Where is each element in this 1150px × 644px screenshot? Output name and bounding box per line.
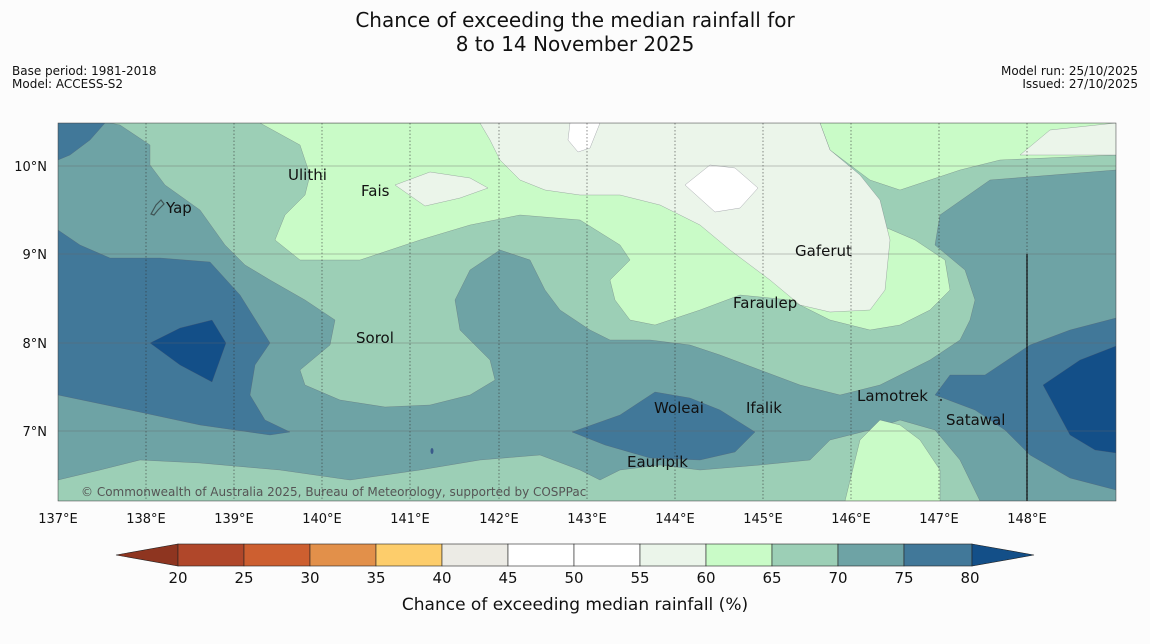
lon-tick-139: 139°E [214,512,254,527]
cb-tick-30: 30 [300,569,319,587]
region-55-60-west [394,171,489,207]
cb-tick-60: 60 [696,569,715,587]
region-50-55-north [567,123,601,153]
place-labels: Yap Ulithi Fais Gaferut Faraulep Sorol L… [165,166,1005,471]
lon-tick-138: 138°E [126,512,166,527]
model-name: Model: ACCESS-S2 [12,77,124,91]
colorbar-label: Chance of exceeding median rainfall (%) [402,595,748,615]
lon-tick-140: 140°E [302,512,342,527]
label-sorol: Sorol [356,329,394,347]
atoll-dot [940,399,942,401]
base-period: Base period: 1981-2018 [12,64,157,78]
label-fais: Fais [361,182,390,200]
colorbar-65-70 [771,543,839,567]
colorbar-above-80 [971,543,1035,567]
label-yap: Yap [165,199,192,217]
lat-ticks: 10°N 9°N 8°N 7°N [14,160,47,440]
title-line-1: Chance of exceeding the median rainfall … [355,8,795,32]
copyright-text: © Commonwealth of Australia 2025, Bureau… [81,485,586,499]
lon-tick-144: 144°E [655,512,695,527]
cb-tick-80: 80 [960,569,979,587]
meta-right: Model run: 25/10/2025 Issued: 27/10/2025 [1001,65,1138,91]
region-50-55 [684,164,759,213]
colorbar-50-55 [573,543,641,567]
colorbar-25-30 [243,543,311,567]
cb-tick-40: 40 [432,569,451,587]
cb-tick-20: 20 [168,569,187,587]
yap-island [150,199,165,216]
lat-gridlines [58,165,1116,432]
lon-tick-145: 145°E [743,512,783,527]
cb-tick-55: 55 [630,569,649,587]
region-55-60-ne [1019,123,1116,156]
lon-tick-137: 137°E [38,512,78,527]
label-eauripik: Eauripik [627,453,688,471]
label-ulithi: Ulithi [288,166,327,184]
cb-tick-35: 35 [366,569,385,587]
label-ifalik: Ifalik [746,399,782,417]
colorbar-70-75 [837,543,905,567]
lon-ticks: 137°E 138°E 139°E 140°E 141°E 142°E 143°… [38,512,1047,527]
colorbar-below-20 [115,543,179,567]
colorbar-ticks: 20 25 30 35 40 45 50 55 60 65 70 75 80 [168,569,979,587]
cb-tick-25: 25 [234,569,253,587]
lat-tick-9: 9°N [23,248,48,263]
colorbar-75-80 [903,543,973,567]
label-lamotrek: Lamotrek [857,387,928,405]
lon-tick-148: 148°E [1007,512,1047,527]
colorbar-20-25 [177,543,245,567]
region-above-80-east [1042,345,1116,454]
cb-tick-70: 70 [828,569,847,587]
issued-date: Issued: 27/10/2025 [1022,77,1138,91]
lon-tick-141: 141°E [390,512,430,527]
region-60-65-south [844,419,941,501]
colorbar [115,543,1035,567]
chart-title: Chance of exceeding the median rainfall … [0,8,1150,56]
cb-tick-75: 75 [894,569,913,587]
map-frame [57,122,1117,502]
label-faraulep: Faraulep [733,294,797,312]
colorbar-40-45 [441,543,509,567]
rainfall-map [58,123,1116,501]
lat-tick-8: 8°N [23,337,48,352]
label-satawal: Satawal [946,411,1005,429]
region-75-80-nw [58,123,106,161]
lat-tick-7: 7°N [23,425,48,440]
meta-left: Base period: 1981-2018 Model: ACCESS-S2 [12,65,157,91]
lon-tick-147: 147°E [919,512,959,527]
region-75-80-south [571,391,756,461]
label-woleai: Woleai [654,399,704,417]
lon-tick-142: 142°E [479,512,519,527]
lon-tick-146: 146°E [831,512,871,527]
title-line-2: 8 to 14 November 2025 [455,32,695,56]
cb-tick-50: 50 [564,569,583,587]
small-island [430,448,434,454]
region-75-80-east [934,317,1116,491]
label-gaferut: Gaferut [795,242,852,260]
colorbar-45-50 [507,543,575,567]
colorbar-55-60 [639,543,707,567]
colorbar-60-65 [705,543,773,567]
lon-tick-143: 143°E [567,512,607,527]
region-55-60 [479,123,891,313]
lat-tick-10: 10°N [14,160,47,175]
cb-tick-65: 65 [762,569,781,587]
colorbar-30-35 [309,543,377,567]
colorbar-35-40 [375,543,443,567]
cb-tick-45: 45 [498,569,517,587]
model-run: Model run: 25/10/2025 [1000,64,1138,78]
